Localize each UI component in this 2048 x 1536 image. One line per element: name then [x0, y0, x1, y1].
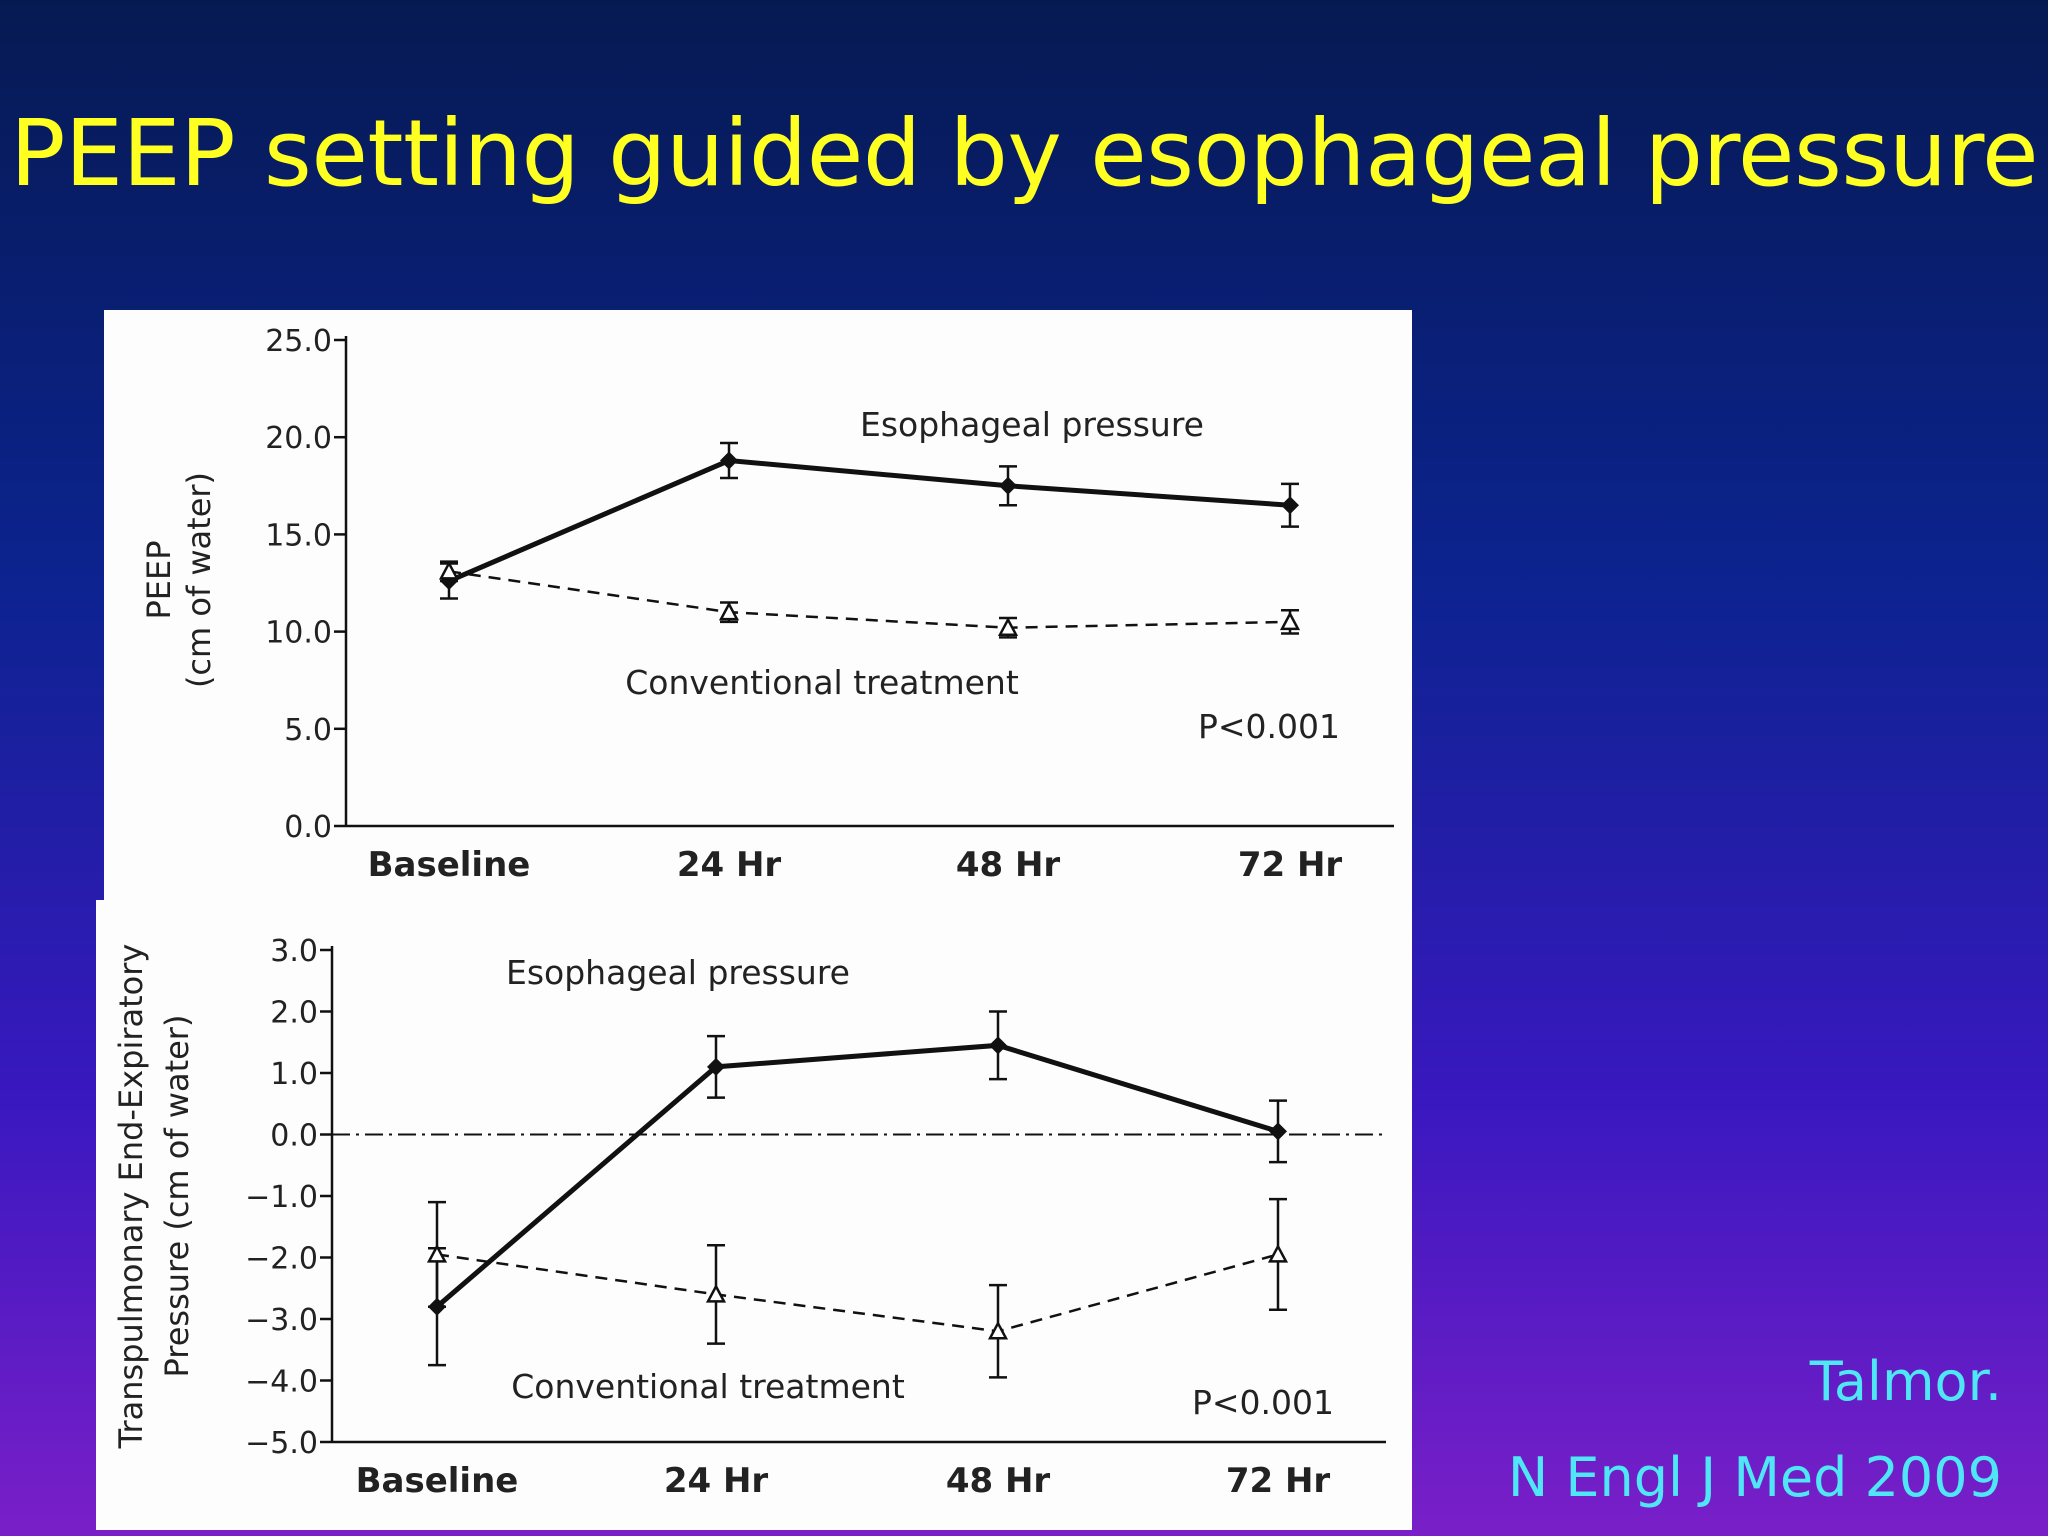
conventional-data-point [718, 601, 740, 621]
peep-chart-panel: 0.0 5.0 10.0 15.0 20.0 25.0 Baseline 24 Hr 48 Hr… [104, 310, 1412, 904]
peep-chart: 0.0 5.0 10.0 15.0 20.0 25.0 Baseline 24 Hr 48 Hr… [140, 324, 1394, 885]
conventional-data-point [987, 1320, 1009, 1340]
y-tick-label: 15.0 [265, 518, 332, 553]
conventional-series-line [436, 1253, 1279, 1333]
y-tick-label: 25.0 [265, 324, 332, 359]
conventional-data-point [997, 617, 1019, 636]
x-tick-label: Baseline [356, 1461, 519, 1501]
conventional-treatment-annotation: Conventional treatment [511, 1367, 905, 1406]
y-tick-label: 3.0 [270, 934, 318, 969]
citation-journal: N Engl J Med 2009 [1507, 1446, 2002, 1509]
slide-title: PEEP setting guided by esophageal pressu… [9, 100, 2039, 207]
esophageal-data-point [720, 451, 738, 470]
x-tick-label: 48 Hr [956, 845, 1061, 885]
y-axis-label: PEEP [140, 540, 178, 619]
esophageal-data-point [999, 476, 1017, 495]
esophageal-pressure-annotation: Esophageal pressure [506, 953, 850, 992]
esophageal-series-line [448, 457, 1291, 584]
y-tick-label: −1.0 [245, 1180, 318, 1215]
transpulmonary-chart-panel: −5.0 −4.0 −3.0 −2.0 −1.0 0.0 1.0 2.0 3.0 Baseline… [96, 900, 1412, 1530]
esophageal-data-point [707, 1057, 725, 1076]
y-tick-label: −3.0 [245, 1303, 318, 1338]
y-tick-label: −5.0 [245, 1426, 318, 1461]
y-tick-label: 0.0 [284, 810, 332, 845]
conventional-data-point [1279, 611, 1301, 631]
x-tick-label: 24 Hr [677, 845, 782, 885]
esophageal-pressure-annotation: Esophageal pressure [860, 405, 1204, 444]
conventional-series-line [448, 570, 1291, 629]
esophageal-data-point [989, 1036, 1007, 1055]
conventional-data-point [1267, 1243, 1289, 1263]
y-tick-label: 0.0 [270, 1119, 318, 1154]
conventional-data-point [426, 1243, 448, 1263]
y-tick-label: −4.0 [245, 1365, 318, 1400]
y-tick-label: 20.0 [265, 421, 332, 456]
y-tick-label: 5.0 [284, 713, 332, 748]
transpulmonary-chart: −5.0 −4.0 −3.0 −2.0 −1.0 0.0 1.0 2.0 3.0 Baseline… [112, 934, 1386, 1501]
y-tick-label: 2.0 [270, 996, 318, 1031]
x-tick-label: 24 Hr [664, 1461, 769, 1501]
y-tick-label: 1.0 [270, 1057, 318, 1092]
x-tick-label: 72 Hr [1238, 845, 1343, 885]
y-axis-label: (cm of water) [180, 472, 218, 688]
y-tick-label: 10.0 [265, 616, 332, 651]
y-axis-label: Transpulmonary End-Expiratory [112, 944, 150, 1450]
esophageal-series-line [435, 1042, 1279, 1309]
p-value-annotation: P<0.001 [1198, 707, 1340, 746]
esophageal-data-point [1269, 1122, 1287, 1141]
y-tick-label: −2.0 [245, 1242, 318, 1277]
x-tick-label: 72 Hr [1226, 1461, 1331, 1501]
esophageal-data-point [1281, 496, 1299, 515]
x-tick-label: Baseline [368, 845, 531, 885]
p-value-annotation: P<0.001 [1192, 1383, 1334, 1422]
x-tick-label: 48 Hr [946, 1461, 1051, 1501]
citation-author: Talmor. [1809, 1350, 2002, 1413]
conventional-treatment-annotation: Conventional treatment [625, 663, 1019, 702]
y-axis-label: Pressure (cm of water) [158, 1015, 196, 1378]
conventional-data-point [438, 560, 460, 580]
conventional-data-point [705, 1283, 727, 1303]
